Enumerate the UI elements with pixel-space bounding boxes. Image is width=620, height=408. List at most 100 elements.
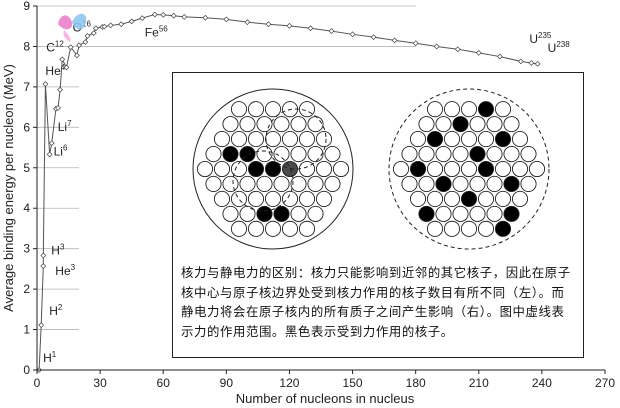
nucleon: [281, 131, 299, 148]
nucleon: [298, 131, 316, 148]
data-point: [307, 25, 314, 32]
y-tick-label: 4: [23, 201, 30, 215]
y-tick-label: 8: [23, 39, 30, 53]
nucleon: [435, 205, 452, 222]
nucleon: [460, 220, 478, 237]
nucleon: [503, 175, 520, 193]
nucleon: [401, 175, 418, 193]
nucleus-nuclear-force: [192, 88, 354, 250]
force-range-circle: [232, 150, 294, 212]
nuclide-label: Li6: [54, 143, 68, 158]
nucleon: [281, 220, 299, 237]
inset-caption: 核力与静电力的区别：核力只能影响到近邻的其它核子，因此在原子核中心与原子核边界处…: [181, 265, 571, 339]
data-point: [454, 46, 461, 53]
nucleon: [230, 220, 248, 237]
data-point: [328, 28, 335, 34]
nucleon: [230, 131, 248, 148]
data-point: [202, 14, 209, 21]
nucleon: [452, 145, 469, 163]
x-axis-title: Number of nucleons in nucleus: [236, 391, 415, 406]
nucleon: [494, 101, 512, 118]
nucleon: [230, 160, 248, 178]
nucleon: [435, 116, 452, 133]
data-point: [170, 12, 177, 19]
nuclide-label: H2: [49, 303, 63, 318]
nucleon: [435, 175, 452, 193]
inset-panel: 核力与静电力的区别：核力只能影响到近邻的其它核子，因此在原子核中心与原子核边界处…: [172, 72, 584, 358]
data-point: [93, 25, 99, 32]
nucleon: [418, 145, 435, 163]
nucleon: [273, 116, 290, 133]
nuclide-label: U238: [548, 40, 571, 55]
nucleon: [511, 190, 529, 207]
nucleon: [332, 160, 350, 178]
nucleon: [273, 145, 290, 163]
data-point: [286, 22, 293, 29]
nucleon: [222, 145, 239, 163]
nucleon: [239, 116, 256, 133]
x-tick-label: 120: [279, 376, 299, 390]
data-point: [101, 23, 108, 30]
nucleon: [247, 190, 265, 207]
nucleon: [435, 145, 452, 163]
nucleon: [239, 145, 256, 163]
nucleon: [477, 131, 495, 148]
nucleon: [511, 131, 529, 148]
nucleon: [222, 205, 239, 222]
nucleon: [307, 145, 324, 163]
data-points: [36, 11, 541, 373]
nucleon: [256, 145, 273, 163]
nuclide-label: He3: [55, 263, 75, 278]
data-point: [38, 322, 45, 329]
data-point: [67, 44, 74, 51]
y-tick-label: 7: [23, 80, 30, 94]
data-point: [534, 60, 541, 67]
nucleon: [239, 175, 256, 193]
data-point: [74, 52, 80, 59]
nucleon: [494, 160, 512, 178]
data-point: [40, 263, 47, 269]
nucleon: [307, 205, 324, 222]
nucleon: [247, 160, 265, 178]
nucleon: [511, 160, 529, 178]
x-tick-label: 150: [343, 376, 363, 390]
x-tick-label: 30: [93, 376, 107, 390]
nucleon: [494, 190, 512, 207]
nuclide-label: H3: [51, 243, 65, 258]
nucleon: [290, 116, 307, 133]
force-range-circle: [265, 108, 327, 170]
nucleon: [205, 145, 222, 163]
nucleon: [239, 205, 256, 222]
nucleon: [196, 160, 214, 178]
data-point: [433, 43, 440, 50]
data-point: [223, 16, 230, 23]
nucleon: [273, 175, 290, 193]
nucleon: [290, 145, 307, 163]
data-point: [517, 58, 524, 65]
nucleon: [298, 190, 316, 207]
nucleon: [494, 220, 512, 237]
nucleon: [409, 190, 427, 207]
data-point: [181, 14, 188, 20]
axes: [33, 5, 606, 374]
nucleon: [222, 116, 239, 133]
nucleon: [443, 160, 461, 178]
data-point: [412, 40, 419, 47]
data-point: [139, 15, 146, 22]
nucleon: [213, 131, 231, 148]
y-tick-label: 2: [23, 282, 30, 296]
data-point: [59, 56, 66, 63]
nucleon: [247, 101, 265, 118]
nucleon: [298, 101, 316, 118]
y-tick-label: 5: [23, 161, 30, 175]
nucleon: [477, 160, 495, 178]
nucleon: [307, 116, 324, 133]
data-point: [151, 11, 158, 18]
nucleon: [298, 220, 316, 237]
nucleon: [443, 220, 461, 237]
nucleon: [264, 190, 282, 207]
data-point: [349, 31, 356, 38]
data-point: [76, 42, 82, 49]
nucleon: [256, 175, 273, 193]
